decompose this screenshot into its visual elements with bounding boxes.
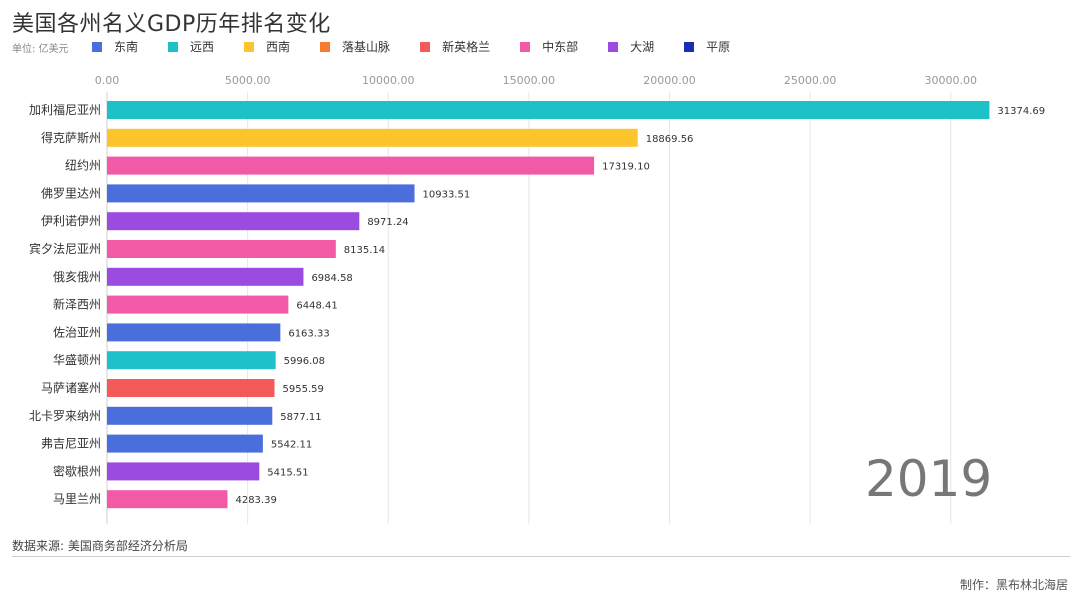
- value-label: 18869.56: [646, 134, 694, 145]
- year-label: 2019: [865, 450, 993, 508]
- category-label: 弗吉尼亚州: [41, 437, 101, 451]
- value-label: 5542.11: [271, 440, 312, 451]
- category-label: 北卡罗来纳州: [29, 409, 101, 423]
- legend-label: 远西: [190, 40, 215, 54]
- value-label: 17319.10: [602, 162, 650, 173]
- value-label: 4283.39: [235, 495, 276, 506]
- value-label: 31374.69: [997, 106, 1045, 117]
- legend-swatch: [420, 41, 431, 52]
- legend-label: 西南: [266, 40, 291, 54]
- bar: [107, 267, 304, 286]
- bar: [107, 128, 638, 147]
- legend-item: 新英格兰: [420, 38, 490, 55]
- x-tick-label: 30000.00: [925, 74, 978, 87]
- legend-swatch: [168, 41, 179, 52]
- legend-label: 中东部: [542, 40, 579, 54]
- category-label: 俄亥俄州: [53, 270, 101, 284]
- x-tick-label: 15000.00: [503, 74, 556, 87]
- bar: [107, 351, 276, 370]
- x-tick-label: 0.00: [95, 74, 120, 87]
- category-label: 新泽西州: [53, 297, 101, 312]
- data-source: 数据来源: 美国商务部经济分析局: [12, 539, 188, 553]
- bar: [107, 462, 260, 481]
- value-label: 8971.24: [367, 217, 408, 228]
- legend-label: 东南: [114, 40, 139, 54]
- category-label: 佛罗里达州: [41, 186, 101, 200]
- chart-title: 美国各州名义GDP历年排名变化: [12, 12, 331, 37]
- value-label: 8135.14: [344, 245, 385, 256]
- bar: [107, 295, 289, 314]
- x-tick-label: 10000.00: [362, 74, 415, 87]
- category-label: 马萨诸塞州: [41, 380, 101, 395]
- legend-swatch: [684, 41, 695, 52]
- bar: [107, 156, 595, 175]
- value-label: 6163.33: [288, 328, 329, 339]
- legend-item: 平原: [684, 38, 730, 55]
- footer-divider: [12, 556, 1070, 557]
- value-label: 10933.51: [423, 189, 471, 200]
- unit-label: 单位: 亿美元: [12, 44, 69, 55]
- legend-item: 中东部: [520, 38, 578, 55]
- bar: [107, 323, 281, 342]
- value-label: 5877.11: [280, 412, 321, 423]
- category-label: 马里兰州: [53, 492, 101, 506]
- value-label: 5415.51: [267, 467, 308, 478]
- credit-label: 制作：黑布林北海居: [959, 578, 1068, 592]
- category-label: 纽约州: [65, 158, 101, 173]
- legend-swatch: [520, 41, 531, 52]
- legend-swatch: [320, 41, 331, 52]
- value-label: 5955.59: [283, 384, 324, 395]
- legend-swatch: [92, 41, 102, 52]
- value-label: 6984.58: [311, 273, 352, 284]
- bar: [107, 101, 990, 119]
- bar: [107, 184, 415, 203]
- legend-item: 远西: [168, 38, 214, 55]
- legend-item: 东南: [92, 38, 138, 55]
- bar: [107, 490, 228, 509]
- category-label: 密歇根州: [53, 463, 101, 478]
- x-tick-label: 5000.00: [225, 74, 271, 87]
- legend-label: 大湖: [630, 40, 655, 54]
- bar-chart: 0.00 5000.00 10000.00 15000.00 20000.00 25000…: [29, 74, 1045, 524]
- x-tick-label: 20000.00: [643, 74, 696, 87]
- bar: [107, 212, 360, 231]
- category-label: 佐治亚州: [53, 325, 101, 339]
- legend-item: 西南: [244, 38, 290, 55]
- category-label: 宾夕法尼亚州: [29, 241, 101, 256]
- legend-item: 大湖: [608, 38, 654, 55]
- bar: [107, 240, 336, 258]
- value-label: 6448.41: [296, 301, 337, 312]
- legend-label: 落基山脉: [342, 40, 391, 54]
- category-label: 得克萨斯州: [41, 130, 101, 145]
- category-label: 伊利诺伊州: [41, 214, 101, 228]
- legend-swatch: [244, 41, 255, 52]
- legend: 东南 远西 西南 落基山脉 新英格兰 中东部 大湖 平原: [92, 38, 760, 55]
- bar: [107, 406, 273, 425]
- legend-label: 新英格兰: [442, 40, 491, 54]
- bar: [107, 379, 275, 397]
- category-label: 加利福尼亚州: [29, 102, 101, 117]
- legend-item: 落基山脉: [320, 38, 390, 55]
- bar: [107, 434, 263, 453]
- category-label: 华盛顿州: [53, 352, 101, 367]
- legend-label: 平原: [706, 40, 731, 54]
- value-label: 5996.08: [284, 356, 325, 367]
- x-tick-label: 25000.00: [784, 74, 837, 87]
- legend-swatch: [608, 41, 619, 52]
